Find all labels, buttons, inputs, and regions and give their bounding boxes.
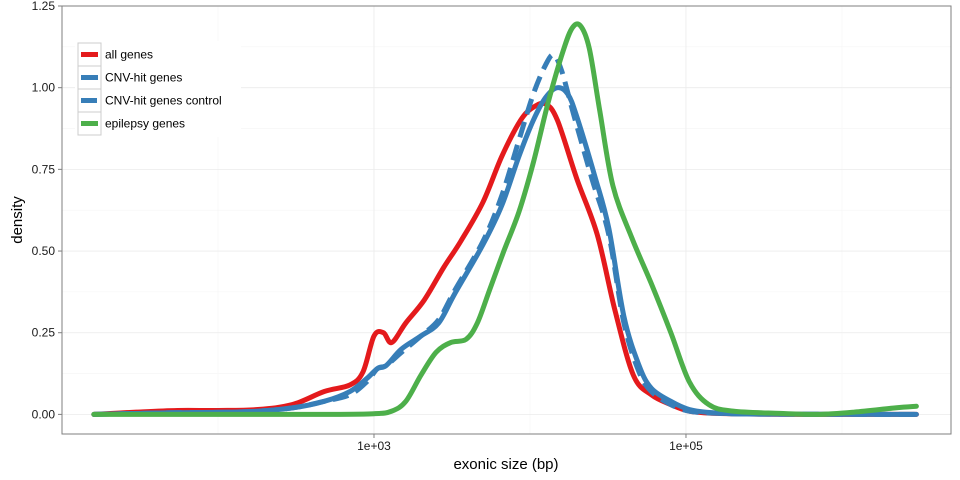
legend-label: epilepsy genes [105, 117, 185, 131]
y-tick-label: 0.00 [32, 407, 56, 421]
plot-panel-border [61, 5, 952, 435]
x-tick-label: 1e+05 [669, 439, 703, 453]
y-tick-label: 0.25 [32, 326, 56, 340]
legend-label: CNV-hit genes [105, 71, 182, 85]
legend: all genes CNV-hit genes CNV-hit genes cont… [75, 41, 241, 137]
x-tick-label: 1e+03 [357, 439, 391, 453]
series-line-cnv-hit-genes [91, 85, 919, 417]
series-line-epilepsy-genes [91, 21, 919, 417]
legend-label: all genes [105, 48, 153, 62]
y-tick-label: 0.50 [32, 244, 56, 258]
series-layer [91, 21, 919, 417]
x-axis-title: exonic size (bp) [453, 456, 558, 473]
legend-label: CNV-hit genes control [105, 94, 222, 108]
y-axis-title: density [9, 196, 26, 244]
y-tick-label: 1.25 [32, 0, 56, 13]
y-tick-label: 1.00 [32, 81, 56, 95]
legend-background [75, 41, 241, 137]
series-line-cnv-hit-genes-control [93, 52, 917, 417]
axis-ticks: 0.00 0.25 0.50 0.75 1.00 1.25 1e+03 1e+05 [32, 0, 704, 453]
y-tick-label: 0.75 [32, 162, 56, 176]
